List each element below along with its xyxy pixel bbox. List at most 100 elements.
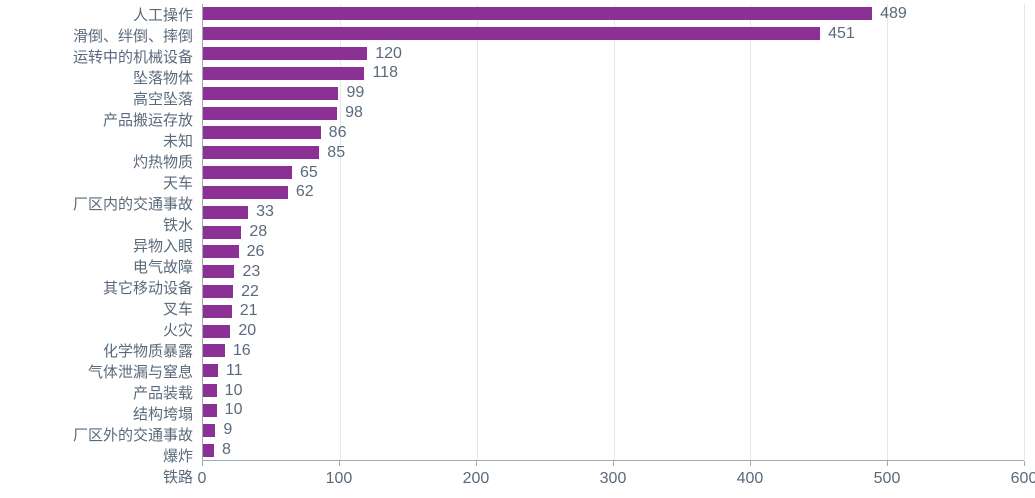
bar-row: 62 [203,182,1024,202]
bar [203,384,217,398]
bar [203,324,231,338]
category-label: 化学物质暴露 [102,343,193,360]
value-label: 86 [328,123,347,141]
category-label: 高空坠落 [132,91,193,108]
bar [203,27,821,41]
value-label: 98 [345,104,363,122]
bar-row: 20 [203,321,1024,341]
plot-area: 489 451 120 118 99 98 86 85 65 62 33 28 26 23 22 21 20 16… [202,4,1025,460]
bar [203,166,292,180]
value-label: 85 [327,143,346,161]
bars-container: 489 451 120 118 99 98 86 85 65 62 33 28 26 23 22 21 20 16… [203,4,1024,460]
value-label: 21 [239,302,258,320]
value-label: 11 [226,361,243,379]
value-label: 489 [880,4,907,22]
category-label: 天车 [162,175,193,192]
category-label: 产品装载 [132,385,193,402]
bar [203,7,873,21]
bar-row: 65 [203,163,1024,183]
x-tick-label: 400 [736,470,764,487]
bar [203,265,235,279]
category-label: 未知 [162,133,193,150]
bar [203,285,234,298]
category-label: 运转中的机械设备 [72,49,193,66]
category-label: 异物入眼 [132,238,193,255]
category-label: 厂区外的交通事故 [72,427,193,444]
value-label: 16 [232,341,251,359]
bar-row: 489 [203,4,1024,24]
gridline-100 [339,4,341,460]
bar-row: 23 [203,262,1024,282]
x-tick-label: 600 [1010,470,1035,487]
bar-row: 22 [203,282,1024,302]
category-label: 爆炸 [162,448,193,465]
value-label: 120 [375,44,402,62]
x-axis: 0 100 200 300 400 500 600 [198,460,1035,498]
bar-row: 86 [203,123,1024,143]
x-tick [1024,461,1025,466]
bar-row: 10 [203,401,1024,421]
category-axis: 人工操作 滑倒、绊倒、摔倒 运转中的机械设备 坠落物体 高空坠落 产品搬运存放 未知 灼热物质… [0,4,202,486]
bar-row: 8 [203,440,1024,460]
category-label: 气体泄漏与窒息 [87,364,193,381]
bar [203,47,368,61]
gridline-500 [887,4,889,460]
x-tick [338,461,340,466]
category-label: 人工操作 [132,7,193,24]
x-tick-label: 500 [873,470,901,487]
bar-row: 99 [203,83,1024,103]
x-tick [887,461,888,466]
category-label: 滑倒、绊倒、摔倒 [72,28,193,45]
category-label: 火灾 [162,322,193,339]
bar-row: 10 [203,381,1024,401]
bar [203,225,242,239]
bar-row: 85 [203,143,1024,163]
bar [203,443,214,457]
value-label: 65 [299,163,318,181]
value-label: 62 [295,183,314,201]
x-tick [202,461,203,466]
x-tick-label: 0 [197,470,207,487]
value-label: 9 [223,421,233,439]
bar [203,403,217,417]
bar [203,205,249,219]
bar-row: 26 [203,242,1024,262]
bar-row: 16 [203,341,1024,361]
value-label: 26 [246,242,265,260]
bar-row: 120 [203,44,1024,64]
value-label: 8 [221,441,231,459]
bar-row: 11 [203,361,1024,381]
bar [203,185,288,199]
bar [203,423,216,437]
value-label: 118 [372,64,398,82]
value-label: 10 [224,381,243,399]
x-tick-label: 200 [462,470,490,487]
category-label: 产品搬运存放 [102,112,193,129]
value-label: 22 [241,282,259,300]
category-label: 结构垮塌 [132,406,193,423]
x-tick [613,461,614,466]
bar [203,344,225,358]
bar-row: 28 [203,222,1024,242]
bar [203,245,239,259]
x-tick-label: 300 [599,470,627,487]
value-label: 20 [238,322,257,340]
bar [203,106,338,120]
bar-row: 9 [203,420,1024,440]
value-label: 23 [242,262,261,280]
category-label: 叉车 [162,301,193,318]
category-label: 铁水 [162,217,193,234]
gridline-600 [1024,4,1025,460]
category-label: 坠落物体 [132,70,193,87]
bar-row: 33 [203,202,1024,222]
value-label: 451 [828,24,855,42]
category-label: 电气故障 [132,259,193,276]
x-tick [749,461,751,466]
bar [203,364,219,378]
gridline-300 [613,4,615,460]
value-label: 99 [346,84,365,102]
value-label: 33 [256,203,274,221]
category-label: 厂区内的交通事故 [72,196,193,213]
bar [203,146,320,160]
